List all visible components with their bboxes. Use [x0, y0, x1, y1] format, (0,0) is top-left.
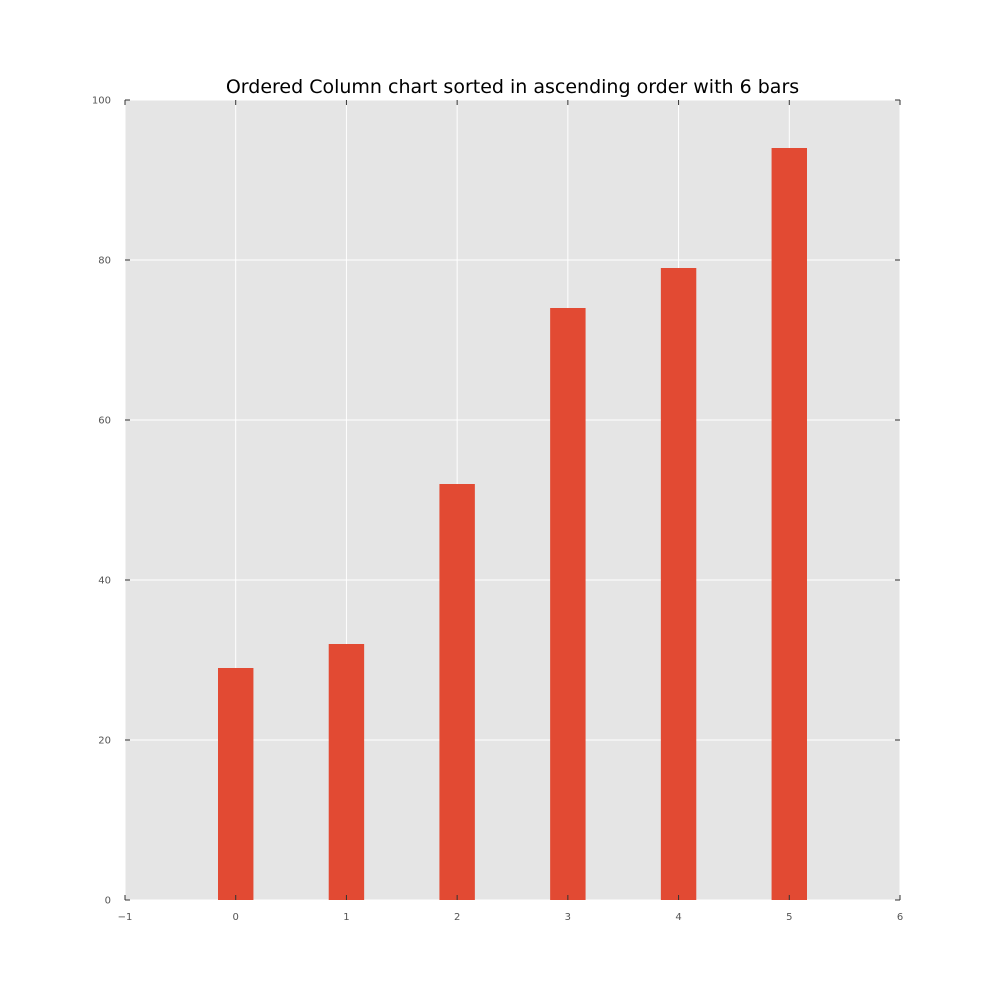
x-tick-label: 1	[343, 912, 349, 923]
y-tick-labels: 0 20 40 60 80 100	[92, 96, 111, 907]
y-tick-label: 60	[98, 416, 111, 427]
bar	[771, 148, 807, 900]
bar	[660, 268, 697, 900]
bar	[439, 484, 475, 900]
x-tick-label: −1	[118, 912, 133, 923]
x-tick-label: 2	[454, 912, 460, 923]
x-tick-label: 5	[786, 912, 792, 923]
bar	[218, 668, 254, 900]
chart-title: Ordered Column chart sorted in ascending…	[226, 76, 799, 98]
y-tick-label: 40	[98, 576, 111, 587]
plot-background	[125, 100, 900, 900]
x-tick-label: 3	[565, 912, 571, 923]
x-tick-label: 4	[675, 912, 681, 923]
y-tick-label: 0	[105, 896, 111, 907]
bar	[328, 644, 365, 900]
x-tick-labels: −1 0 1 2 3 4 5 6	[118, 912, 904, 923]
bar	[550, 308, 586, 900]
y-tick-label: 100	[92, 96, 111, 107]
x-tick-label: 6	[897, 912, 903, 923]
y-tick-label: 80	[98, 256, 111, 267]
x-tick-label: 0	[233, 912, 239, 923]
axis-ticks	[124, 99, 901, 901]
bars	[218, 148, 807, 900]
y-tick-label: 20	[98, 736, 111, 747]
